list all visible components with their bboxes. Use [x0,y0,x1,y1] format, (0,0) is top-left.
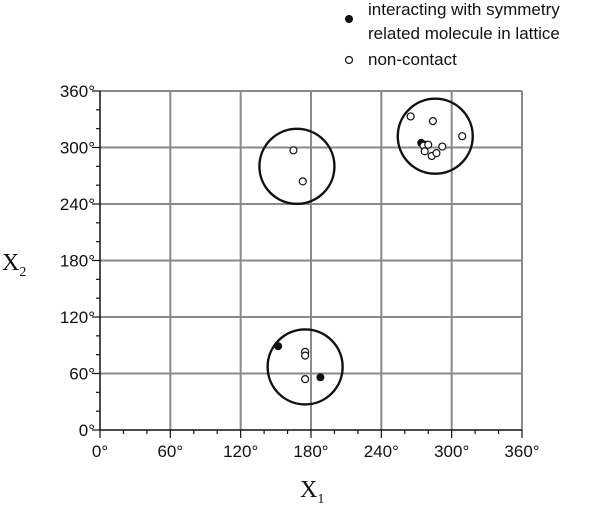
x-tick-label-240: 240° [364,442,399,461]
legend-open-marker [344,55,354,65]
x-tick-label-60: 60° [157,442,183,461]
open-point-2 [298,177,307,186]
open-point-10 [424,140,433,149]
open-point-14 [438,142,447,151]
open-point-7 [428,117,438,126]
cluster-circles [258,97,474,406]
legend-filled-label-line1: interacting with symmetry [368,0,560,19]
y-tick-label-60: 60° [69,365,95,384]
cluster-circle-1 [258,127,336,206]
x-tick-label-300: 300° [434,442,469,461]
y-tick-label-0: 0° [79,421,95,440]
x-tick-label-360: 360° [504,442,539,461]
y-axis-label: X2 [2,250,26,280]
y-axis-label-sub: 2 [19,265,26,280]
x-tick-label-180: 180° [293,442,328,461]
x-tick-label-0: 0° [92,442,108,461]
open-point-11 [420,147,429,156]
cluster-circle-2 [266,328,344,406]
x-tick-label-120: 120° [223,442,258,461]
y-tick-label-120: 120° [60,308,95,327]
y-tick-label-360: 360° [60,82,95,101]
legend: interacting with symmetry related molecu… [344,0,560,69]
legend-open-label: non-contact [368,50,457,69]
y-tick-label-300: 300° [60,139,95,158]
filled-point-1 [274,342,283,351]
tick-marks [92,90,523,438]
legend-filled-marker [345,15,353,23]
open-point-1 [289,146,298,155]
y-axis-label-main: X [2,250,19,276]
grid-lines [100,90,523,430]
data-points [274,112,467,384]
y-tick-label-180: 180° [60,252,95,271]
legend-filled-label-line2: related molecule in lattice [368,24,560,43]
open-point-8 [458,132,467,141]
filled-point-2 [316,373,325,382]
cluster-circle-3 [396,97,474,175]
open-point-5 [301,375,310,384]
tick-labels: 0° 60° 120° 180° 240° 300° 360° 0° 60° 120° 180° 24… [60,82,540,461]
open-point-13 [432,149,441,158]
open-point-6 [406,112,415,121]
x-axis-label: X1 [300,477,324,507]
x-axis-label-sub: 1 [317,492,324,507]
x-axis-label-main: X [300,477,317,503]
open-point-4 [301,351,310,360]
y-tick-label-240: 240° [60,195,95,214]
